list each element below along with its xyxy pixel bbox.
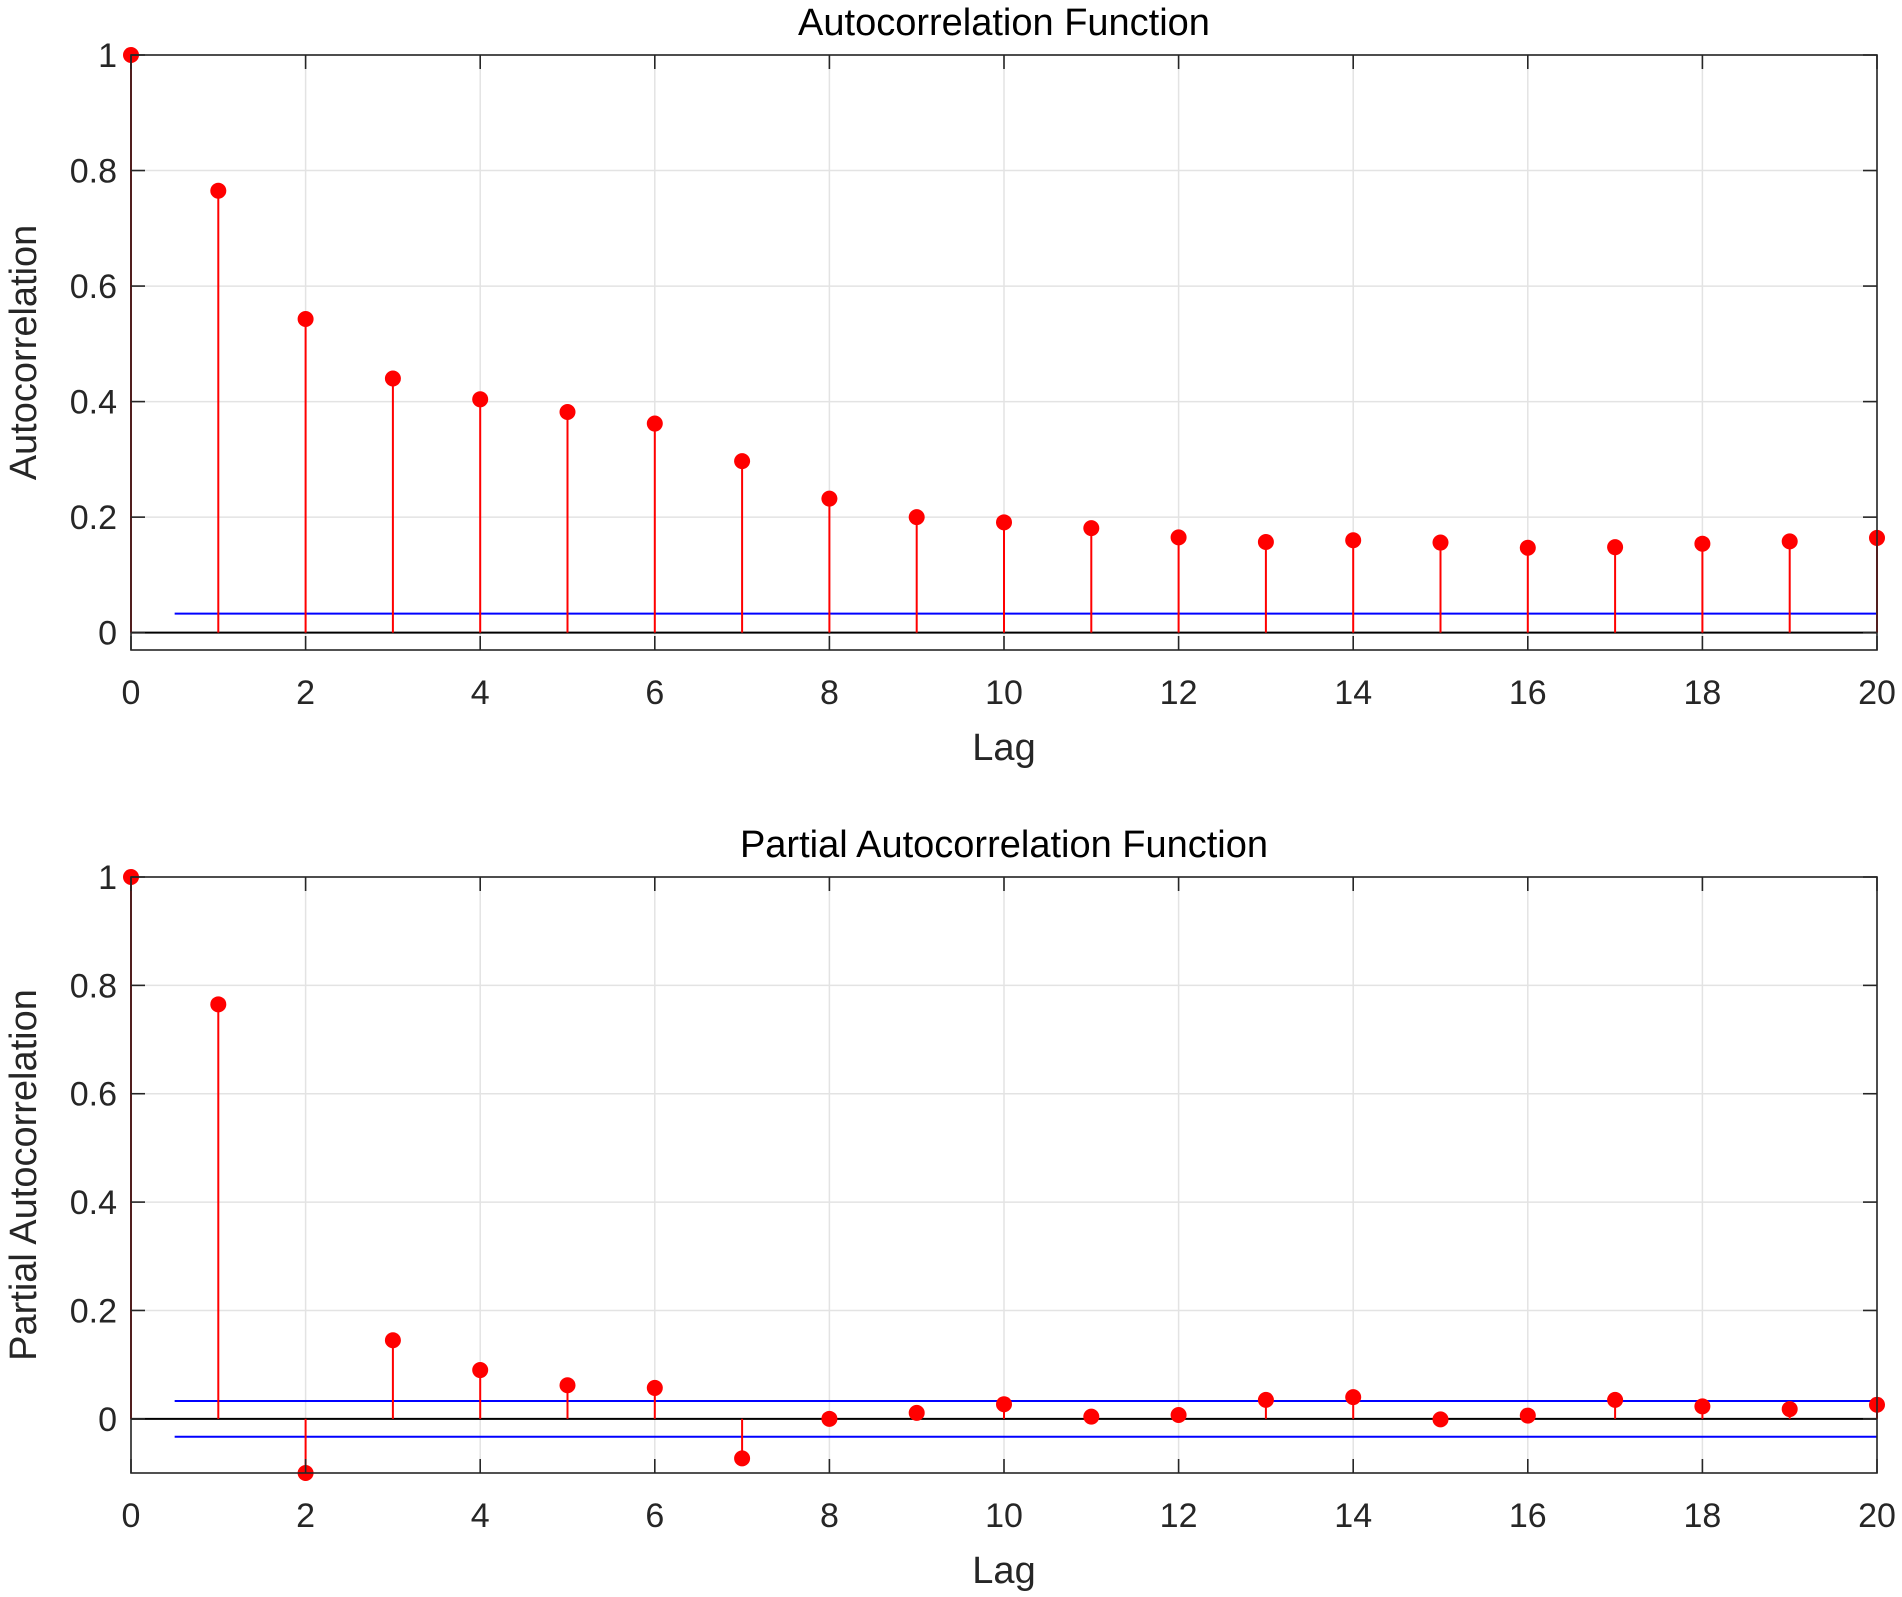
stem-marker bbox=[1345, 532, 1362, 549]
y-tick-label: 0.6 bbox=[70, 1076, 117, 1114]
y-axis-label: Partial Autocorrelation bbox=[3, 989, 45, 1361]
stem-marker bbox=[472, 391, 489, 408]
stem-marker bbox=[646, 415, 663, 432]
y-tick-label: 0 bbox=[98, 1401, 117, 1439]
stem-marker bbox=[734, 1450, 751, 1467]
stem-marker bbox=[1345, 1389, 1362, 1406]
stem-marker bbox=[821, 1410, 838, 1427]
stem-marker bbox=[996, 1396, 1012, 1413]
y-axis-label: Autocorrelation bbox=[3, 225, 45, 481]
stem-marker bbox=[559, 1377, 576, 1394]
y-tick-label: 0.8 bbox=[70, 967, 117, 1005]
stem-marker bbox=[1607, 539, 1624, 556]
x-tick-label: 0 bbox=[122, 674, 141, 712]
stem-marker bbox=[559, 404, 576, 420]
x-tick-label: 18 bbox=[1683, 1497, 1721, 1535]
pacf-panel: 0 2 4 6 8 10 12 14 16 18 20 0 0.2 0.4 0.6 0.8 1 Partial A… bbox=[3, 824, 1896, 1592]
x-axis-label: Lag bbox=[972, 727, 1035, 769]
y-tick-label: 0.2 bbox=[70, 1292, 117, 1330]
acf-panel: 0 2 4 6 8 10 12 14 16 18 20 0 0.2 0.4 0.6 0.8 1 Autocorre… bbox=[3, 2, 1896, 769]
stem-marker bbox=[1781, 533, 1798, 550]
x-tick-label: 12 bbox=[1160, 1497, 1198, 1535]
y-tick-label: 1 bbox=[98, 37, 117, 75]
x-tick-label: 4 bbox=[471, 1497, 490, 1535]
x-tick-label: 10 bbox=[985, 1497, 1023, 1535]
stem-marker bbox=[1432, 534, 1449, 551]
x-tick-label: 18 bbox=[1683, 674, 1721, 712]
stem-marker bbox=[1607, 1391, 1624, 1408]
stem-marker bbox=[1083, 1408, 1100, 1425]
x-tick-label: 2 bbox=[296, 674, 315, 712]
x-tick-label: 6 bbox=[645, 1497, 664, 1535]
stem-marker bbox=[734, 453, 751, 470]
x-tick-label: 2 bbox=[296, 1497, 315, 1535]
stem-marker bbox=[384, 370, 401, 387]
stem-marker bbox=[1519, 1407, 1536, 1424]
x-tick-label: 20 bbox=[1858, 674, 1896, 712]
stem-marker bbox=[1170, 529, 1187, 546]
y-tick-label: 0.6 bbox=[70, 268, 117, 306]
stem-marker bbox=[384, 1332, 401, 1349]
y-tick-label: 0.4 bbox=[70, 1184, 117, 1222]
y-tick-label: 0.8 bbox=[70, 153, 117, 191]
x-tick-label: 14 bbox=[1334, 674, 1372, 712]
y-tick-label: 0.2 bbox=[70, 499, 117, 537]
y-tick-label: 0.4 bbox=[70, 384, 117, 422]
stem-marker bbox=[1170, 1407, 1187, 1424]
stem-marker bbox=[1519, 539, 1536, 556]
stem-marker bbox=[472, 1362, 489, 1379]
x-tick-label: 16 bbox=[1509, 674, 1547, 712]
x-tick-label: 12 bbox=[1160, 674, 1198, 712]
stem-marker bbox=[996, 514, 1012, 531]
stem-marker bbox=[1781, 1401, 1798, 1418]
stem-marker bbox=[1083, 520, 1100, 537]
x-tick-label: 16 bbox=[1509, 1497, 1547, 1535]
stem-marker bbox=[1432, 1411, 1449, 1428]
x-tick-label: 4 bbox=[471, 674, 490, 712]
stem-marker bbox=[646, 1379, 663, 1396]
stem-marker bbox=[210, 996, 227, 1013]
stem-marker bbox=[210, 182, 227, 199]
stem-marker bbox=[1257, 533, 1274, 550]
x-tick-label: 8 bbox=[820, 674, 839, 712]
x-tick-label: 8 bbox=[820, 1497, 839, 1535]
stem-marker bbox=[1257, 1391, 1274, 1408]
y-tick-label: 1 bbox=[98, 859, 117, 897]
chart-title: Autocorrelation Function bbox=[798, 2, 1210, 44]
stem-marker bbox=[297, 310, 314, 327]
x-tick-label: 10 bbox=[985, 674, 1023, 712]
x-axis-label: Lag bbox=[972, 1550, 1035, 1592]
x-tick-label: 6 bbox=[645, 674, 664, 712]
y-tick-label: 0 bbox=[98, 615, 117, 653]
x-tick-label: 0 bbox=[122, 1497, 141, 1535]
stem-marker bbox=[1694, 1398, 1711, 1415]
stem-marker bbox=[908, 509, 925, 526]
x-tick-label: 14 bbox=[1334, 1497, 1372, 1535]
stem-marker bbox=[908, 1404, 925, 1421]
stem-marker bbox=[1694, 535, 1711, 552]
stem-marker bbox=[821, 490, 838, 507]
chart-title: Partial Autocorrelation Function bbox=[740, 824, 1268, 866]
x-tick-label: 20 bbox=[1858, 1497, 1896, 1535]
